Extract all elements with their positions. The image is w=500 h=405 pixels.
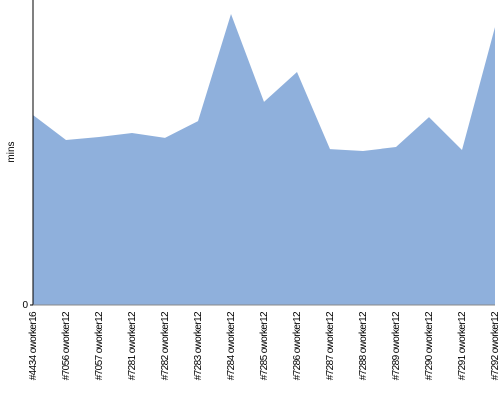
x-tick-label: #7290 oworker12 xyxy=(424,311,435,380)
x-tick-label: #7292 oworker12 xyxy=(490,311,500,380)
y-axis-label: mins xyxy=(6,141,17,162)
x-tick-label: #7289 oworker12 xyxy=(391,311,402,380)
x-tick-label: #7281 oworker12 xyxy=(127,311,138,380)
y-tick-label: 0 xyxy=(22,300,28,311)
x-tick-label: #7287 oworker12 xyxy=(325,311,336,380)
x-tick-label: #7285 oworker12 xyxy=(259,311,270,380)
area xyxy=(33,14,495,306)
x-tick-label: #7282 oworker12 xyxy=(160,311,171,380)
x-tick-label: #7284 oworker12 xyxy=(226,311,237,380)
x-tick-label: #7288 oworker12 xyxy=(358,311,369,380)
x-tick-label: #7286 oworker12 xyxy=(292,311,303,380)
x-tick-label: #7283 oworker12 xyxy=(193,311,204,380)
x-tick-label: #7057 oworker12 xyxy=(94,311,105,380)
x-tick-label: #7291 oworker12 xyxy=(457,311,468,380)
x-tick-label: #7056 oworker12 xyxy=(61,311,72,380)
x-tick-label: #4434 oworker16 xyxy=(28,311,39,380)
